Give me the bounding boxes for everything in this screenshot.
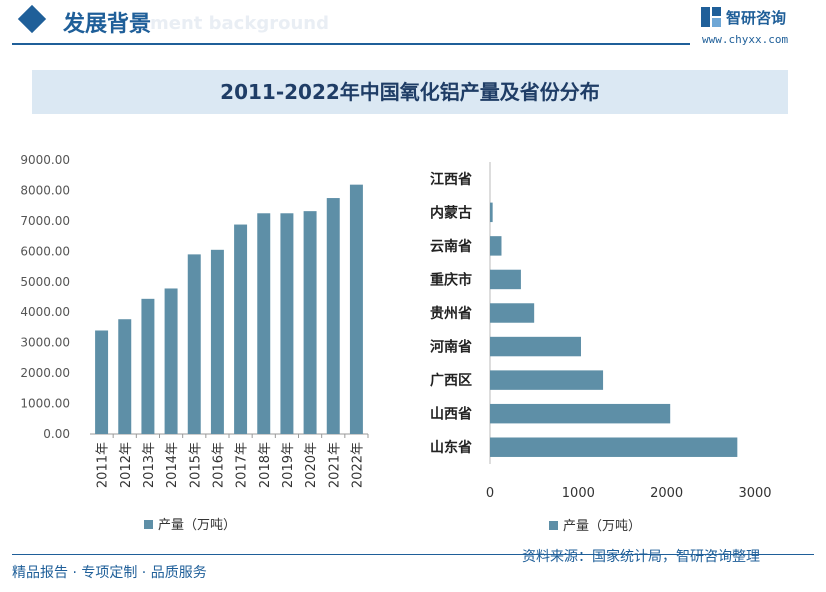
x-tick-label: 2018年 <box>258 442 273 488</box>
x-tick-label: 2022年 <box>350 442 365 488</box>
legend-label: 产量（万吨） <box>158 518 236 533</box>
footer-divider <box>12 554 814 555</box>
bar <box>210 249 224 434</box>
header-ghost-text: ment background <box>150 13 329 34</box>
category-label: 江西省 <box>430 171 472 188</box>
x-tick-label: 2017年 <box>235 442 250 488</box>
legend-swatch <box>144 520 153 529</box>
chart-title: 2011-2022年中国氧化铝产量及省份分布 <box>220 80 600 104</box>
category-label: 云南省 <box>430 238 472 255</box>
legend-swatch <box>549 521 558 530</box>
bar <box>490 336 581 357</box>
bar <box>349 184 363 434</box>
bar <box>280 213 294 434</box>
category-label: 广西区 <box>430 372 472 389</box>
bar <box>141 298 155 434</box>
brand-url[interactable]: www.chyxx.com <box>702 33 789 46</box>
y-tick-label: 3000.00 <box>20 336 70 350</box>
x-tick-label: 2011年 <box>96 442 111 488</box>
x-tick-label: 3000 <box>738 486 771 501</box>
y-tick-label: 2000.00 <box>20 366 70 380</box>
bar <box>490 202 493 223</box>
legend-label: 产量（万吨） <box>563 519 641 534</box>
y-tick-label: 1000.00 <box>20 397 70 411</box>
brand[interactable]: 智研咨询 <box>700 6 786 28</box>
y-tick-label: 5000.00 <box>20 275 70 289</box>
bar <box>95 330 109 434</box>
y-tick-label: 9000.00 <box>20 153 70 167</box>
bar <box>164 288 178 434</box>
y-tick-label: 8000.00 <box>20 183 70 197</box>
bar <box>303 211 317 434</box>
bar <box>326 198 340 434</box>
category-label: 重庆市 <box>430 271 472 288</box>
bar <box>490 303 535 323</box>
bar <box>490 437 738 457</box>
x-tick-label: 2021年 <box>327 442 342 488</box>
bar <box>187 254 201 434</box>
x-tick-label: 2020年 <box>304 442 319 488</box>
x-tick-label: 2019年 <box>281 442 296 488</box>
category-label: 贵州省 <box>430 305 472 322</box>
bar <box>257 213 271 434</box>
x-tick-label: 2013年 <box>142 442 157 488</box>
x-tick-label: 2014年 <box>165 442 180 488</box>
bar <box>234 224 248 434</box>
bar <box>490 269 521 290</box>
x-tick-label: 0 <box>486 486 494 501</box>
section-title: 发展背景 <box>63 12 152 37</box>
category-label: 山东省 <box>430 439 472 456</box>
y-tick-label: 4000.00 <box>20 305 70 319</box>
category-label: 山西省 <box>430 406 472 423</box>
zhiyan-logo-icon <box>700 6 722 28</box>
brand-name: 智研咨询 <box>726 8 787 27</box>
page-header: ment background 发展背景 智研咨询 www.chyxx.com <box>0 0 826 50</box>
category-label: 河南省 <box>430 339 472 356</box>
chart-title-bar: 2011-2022年中国氧化铝产量及省份分布 <box>32 70 788 114</box>
y-tick-label: 7000.00 <box>20 214 70 228</box>
header-divider <box>12 43 690 45</box>
bar <box>490 236 502 256</box>
x-tick-label: 2012年 <box>119 442 134 488</box>
category-label: 内蒙古 <box>430 204 472 221</box>
bar <box>490 370 604 390</box>
y-tick-label: 6000.00 <box>20 244 70 258</box>
x-tick-label: 2016年 <box>211 442 226 488</box>
x-tick-label: 2000 <box>650 486 683 501</box>
x-tick-label: 1000 <box>562 486 595 501</box>
source-note: 资料来源：国家统计局，智研咨询整理 <box>522 549 760 565</box>
y-tick-label: 0.00 <box>43 427 70 441</box>
x-tick-label: 2015年 <box>188 442 203 488</box>
footer-slogan: 精品报告 · 专项定制 · 品质服务 <box>12 565 207 581</box>
bar <box>490 403 671 424</box>
bar <box>118 319 132 434</box>
